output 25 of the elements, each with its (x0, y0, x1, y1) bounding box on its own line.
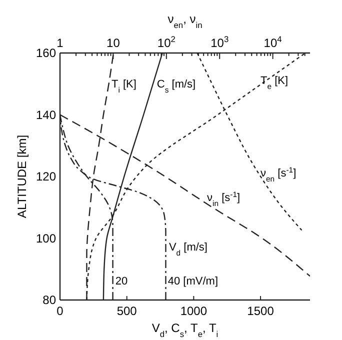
y-tick-label: 140 (36, 108, 56, 122)
x-tick-label: 0 (56, 304, 64, 318)
annotation: C$_{s}$ [m/s] (156, 78, 196, 94)
x-axis-title: V$_{d}$, C$_{s}$, T$_{e}$, T$_{i}$ (152, 321, 218, 339)
x2-tick-label: 10 (106, 36, 120, 50)
annotation: ν$_{en}$ [s$^{-1}$] (260, 165, 296, 183)
x2-tick-label: 1 (56, 36, 64, 50)
annotation: 40 [mV/m] (168, 276, 218, 288)
annotation: 20 (115, 276, 128, 288)
x2-tick-label: 10$^{4}$ (264, 34, 282, 50)
y-tick-label: 100 (36, 231, 56, 246)
x-tick-label: 1000 (180, 304, 208, 318)
annotation: V$_{d}$ [m/s] (168, 242, 208, 258)
x-tick-label: 500 (116, 304, 138, 318)
x2-tick-label: 10$^{3}$ (210, 34, 229, 50)
y-tick-label: 120 (36, 170, 56, 184)
y-tick-label: 80 (42, 293, 56, 307)
annotation: ν$_{in}$ [s$^{-1}$] (207, 190, 240, 208)
x2-axis-title: ν$_{en}$, ν$_{in}$ (168, 12, 203, 30)
annotation: T$_{e}$ [K] (260, 74, 288, 90)
x2-tick-label: 10$^{2}$ (157, 34, 176, 50)
annotation: T$_{i}$ [K] (111, 78, 136, 94)
x-tick-label: 1500 (247, 304, 274, 318)
y-axis-title: ALTITUDE [km] (15, 134, 29, 218)
y-tick-label: 160 (36, 46, 56, 60)
